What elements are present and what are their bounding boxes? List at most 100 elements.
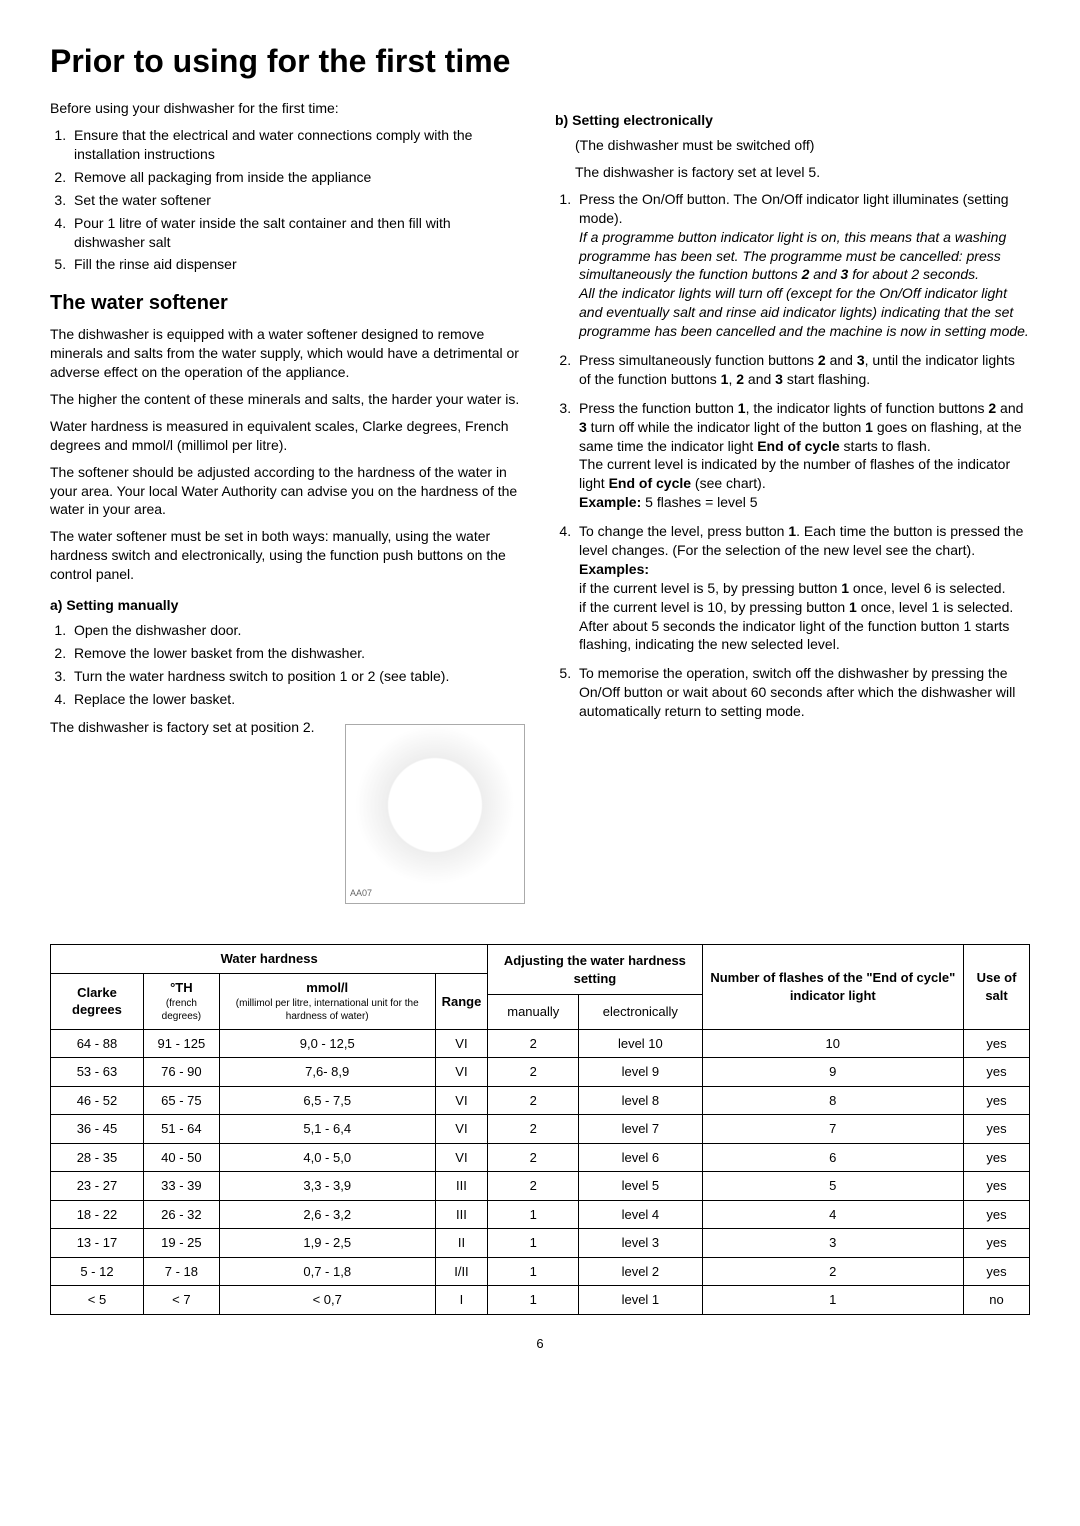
table-cell: 18 - 22 [51,1200,144,1229]
table-cell: 1,9 - 2,5 [219,1229,435,1258]
softener-heading: The water softener [50,290,525,317]
table-cell: III [435,1172,488,1201]
table-cell: 28 - 35 [51,1143,144,1172]
right-column: b) Setting electronically (The dishwashe… [555,99,1030,914]
table-cell: 2 [702,1257,964,1286]
example-label: Example: [579,494,641,510]
table-cell: level 7 [579,1115,702,1144]
step-text: To change the level, press button [579,523,788,539]
body-text: The water softener must be set in both w… [50,527,525,584]
table-body: 64 - 8891 - 1259,0 - 12,5VI2level 1010ye… [51,1029,1030,1314]
table-cell: yes [964,1058,1030,1087]
table-cell: VI [435,1115,488,1144]
table-row: 46 - 5265 - 756,5 - 7,5VI2level 88yes [51,1086,1030,1115]
manual-item: Replace the lower basket. [70,690,525,709]
electronic-step: Press the On/Off button. The On/Off indi… [575,190,1030,341]
table-cell: 64 - 88 [51,1029,144,1058]
illustration-label: AA07 [350,887,372,899]
table-row: 28 - 3540 - 504,0 - 5,0VI2level 66yes [51,1143,1030,1172]
dial-illustration: AA07 [345,724,525,904]
table-row: < 5< 7< 0,7I1level 11no [51,1286,1030,1315]
th-electronically: electronically [579,995,702,1029]
table-cell: 2 [488,1115,579,1144]
step-italic: If a programme button indicator light is… [579,229,1006,283]
electronic-heading: b) Setting electronically [555,111,1030,130]
body-text: Water hardness is measured in equivalent… [50,417,525,455]
table-cell: level 10 [579,1029,702,1058]
intro-list: Ensure that the electrical and water con… [70,126,525,274]
th-hardness: Water hardness [51,945,488,974]
table-cell: VI [435,1143,488,1172]
electronic-step: Press simultaneously function buttons 2 … [575,351,1030,389]
table-cell: 2,6 - 3,2 [219,1200,435,1229]
table-cell: 1 [488,1229,579,1258]
table-cell: 6 [702,1143,964,1172]
left-column: Before using your dishwasher for the fir… [50,99,525,914]
table-cell: VI [435,1029,488,1058]
table-cell: < 7 [143,1286,219,1315]
table-cell: 9 [702,1058,964,1087]
intro-item: Remove all packaging from inside the app… [70,168,525,187]
table-cell: 5 [702,1172,964,1201]
table-cell: 2 [488,1086,579,1115]
table-cell: 3,3 - 3,9 [219,1172,435,1201]
table-cell: VI [435,1058,488,1087]
table-cell: 91 - 125 [143,1029,219,1058]
table-cell: level 8 [579,1086,702,1115]
table-cell: 10 [702,1029,964,1058]
table-cell: 7,6- 8,9 [219,1058,435,1087]
table-cell: VI [435,1086,488,1115]
table-cell: 76 - 90 [143,1058,219,1087]
body-text: The higher the content of these minerals… [50,390,525,409]
table-cell: III [435,1200,488,1229]
table-cell: level 9 [579,1058,702,1087]
table-cell: level 2 [579,1257,702,1286]
table-cell: 1 [488,1286,579,1315]
table-cell: 9,0 - 12,5 [219,1029,435,1058]
table-row: 5 - 127 - 180,7 - 1,8I/II1level 22yes [51,1257,1030,1286]
table-cell: 3 [702,1229,964,1258]
table-cell: 1 [488,1200,579,1229]
table-cell: < 0,7 [219,1286,435,1315]
table-cell: < 5 [51,1286,144,1315]
th-clarke: Clarke degrees [51,974,144,1030]
electronic-list: Press the On/Off button. The On/Off indi… [575,190,1030,721]
manual-heading: a) Setting manually [50,596,525,615]
step-text: Press the On/Off button. The On/Off indi… [579,191,1009,226]
table-cell: 23 - 27 [51,1172,144,1201]
table-cell: level 5 [579,1172,702,1201]
table-cell: 1 [488,1257,579,1286]
step-text: After about 5 seconds the indicator ligh… [579,618,1009,653]
table-cell: 19 - 25 [143,1229,219,1258]
intro-item: Set the water softener [70,191,525,210]
table-cell: 51 - 64 [143,1115,219,1144]
table-cell: level 1 [579,1286,702,1315]
table-cell: 2 [488,1058,579,1087]
th-manually: manually [488,995,579,1029]
table-row: 36 - 4551 - 645,1 - 6,4VI2level 77yes [51,1115,1030,1144]
electronic-sub: The dishwasher is factory set at level 5… [575,163,1030,182]
table-cell: 33 - 39 [143,1172,219,1201]
th-salt: Use of salt [964,945,1030,1029]
intro-item: Pour 1 litre of water inside the salt co… [70,214,525,252]
step-text: Press simultaneously function buttons [579,352,818,368]
th-th: °TH(french degrees) [143,974,219,1030]
page-number: 6 [50,1335,1030,1353]
electronic-step: To change the level, press button 1. Eac… [575,522,1030,654]
table-row: 23 - 2733 - 393,3 - 3,9III2level 55yes [51,1172,1030,1201]
table-cell: 26 - 32 [143,1200,219,1229]
table-cell: 2 [488,1172,579,1201]
body-text: The softener should be adjusted accordin… [50,463,525,520]
table-cell: 7 - 18 [143,1257,219,1286]
table-cell: level 4 [579,1200,702,1229]
table-cell: 6,5 - 7,5 [219,1086,435,1115]
table-cell: I [435,1286,488,1315]
table-cell: level 6 [579,1143,702,1172]
table-cell: 2 [488,1029,579,1058]
table-cell: 5 - 12 [51,1257,144,1286]
table-cell: 36 - 45 [51,1115,144,1144]
table-cell: yes [964,1115,1030,1144]
th-flashes: Number of flashes of the "End of cycle" … [702,945,964,1029]
th-range: Range [435,974,488,1030]
table-cell: 65 - 75 [143,1086,219,1115]
